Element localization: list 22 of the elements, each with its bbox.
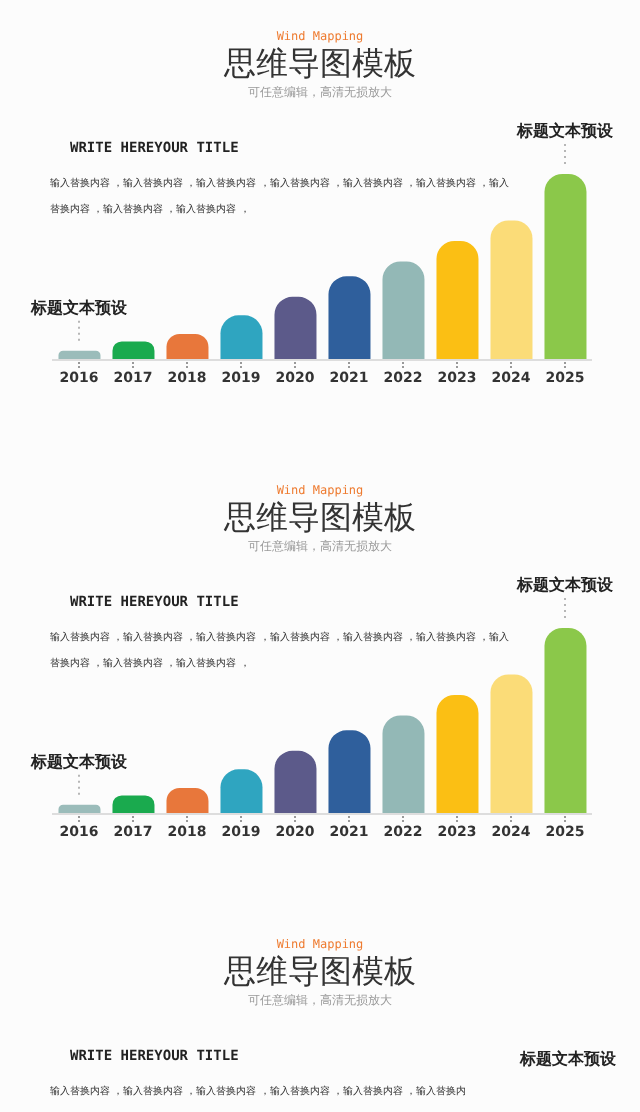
bar xyxy=(274,750,317,814)
bar xyxy=(544,628,587,814)
bar xyxy=(328,730,371,814)
annotation: 标题文本预设 xyxy=(29,752,129,771)
bar xyxy=(382,261,425,360)
bar xyxy=(328,276,371,360)
bar xyxy=(112,795,155,814)
annotation: 标题文本预设 xyxy=(515,122,615,140)
chart-title: 思维导图模板 xyxy=(222,498,418,540)
text: 思维导图模板 xyxy=(222,952,418,994)
bar xyxy=(112,341,155,360)
chart-title: 思维导图模板 xyxy=(222,44,418,86)
bar xyxy=(382,715,425,814)
annotation: 标题文本预设 xyxy=(515,576,615,594)
bar xyxy=(544,174,587,360)
bar xyxy=(436,694,479,814)
bar xyxy=(490,674,533,814)
text: 标题文本预设 xyxy=(520,1048,616,1070)
annotation: 标题文本预设 xyxy=(29,298,129,317)
bar xyxy=(274,296,317,360)
bar xyxy=(490,220,533,360)
bar xyxy=(436,240,479,360)
